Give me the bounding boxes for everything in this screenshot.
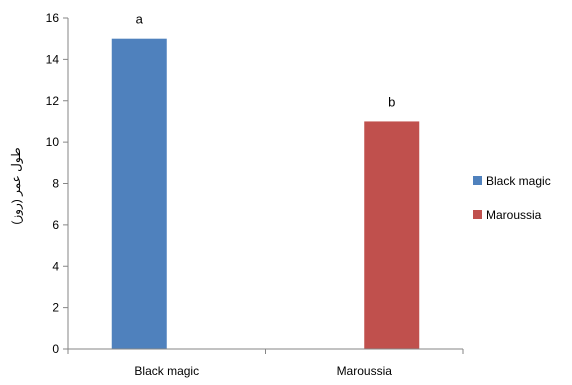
x-category-label: Black magic bbox=[134, 364, 199, 378]
y-tick-label: 4 bbox=[52, 259, 59, 273]
y-tick-label: 8 bbox=[52, 177, 59, 191]
legend-label: Maroussia bbox=[486, 208, 542, 222]
data-label: b bbox=[388, 94, 395, 109]
y-tick-label: 0 bbox=[52, 342, 59, 356]
y-tick-label: 14 bbox=[46, 52, 60, 66]
bar-black-magic bbox=[111, 38, 167, 349]
x-axis-ticks: Black magic Maroussia bbox=[67, 349, 464, 378]
y-tick-label: 6 bbox=[52, 218, 59, 232]
data-label: a bbox=[136, 12, 144, 27]
bar-maroussia bbox=[364, 121, 420, 349]
y-tick-label: 2 bbox=[52, 301, 59, 315]
legend-label: Black magic bbox=[486, 174, 551, 188]
y-tick-label: 10 bbox=[46, 135, 60, 149]
y-tick-label: 12 bbox=[46, 94, 60, 108]
y-axis-ticks: 0 2 4 6 8 10 12 14 16 bbox=[46, 11, 68, 356]
y-tick-label: 16 bbox=[46, 11, 60, 25]
plot-area: ab bbox=[111, 12, 420, 349]
y-axis-label: طول عمر (روز) bbox=[9, 147, 23, 224]
legend: Black magic Maroussia bbox=[473, 174, 551, 222]
legend-swatch bbox=[473, 210, 482, 219]
x-category-label: Maroussia bbox=[337, 364, 393, 378]
legend-swatch bbox=[473, 176, 482, 185]
